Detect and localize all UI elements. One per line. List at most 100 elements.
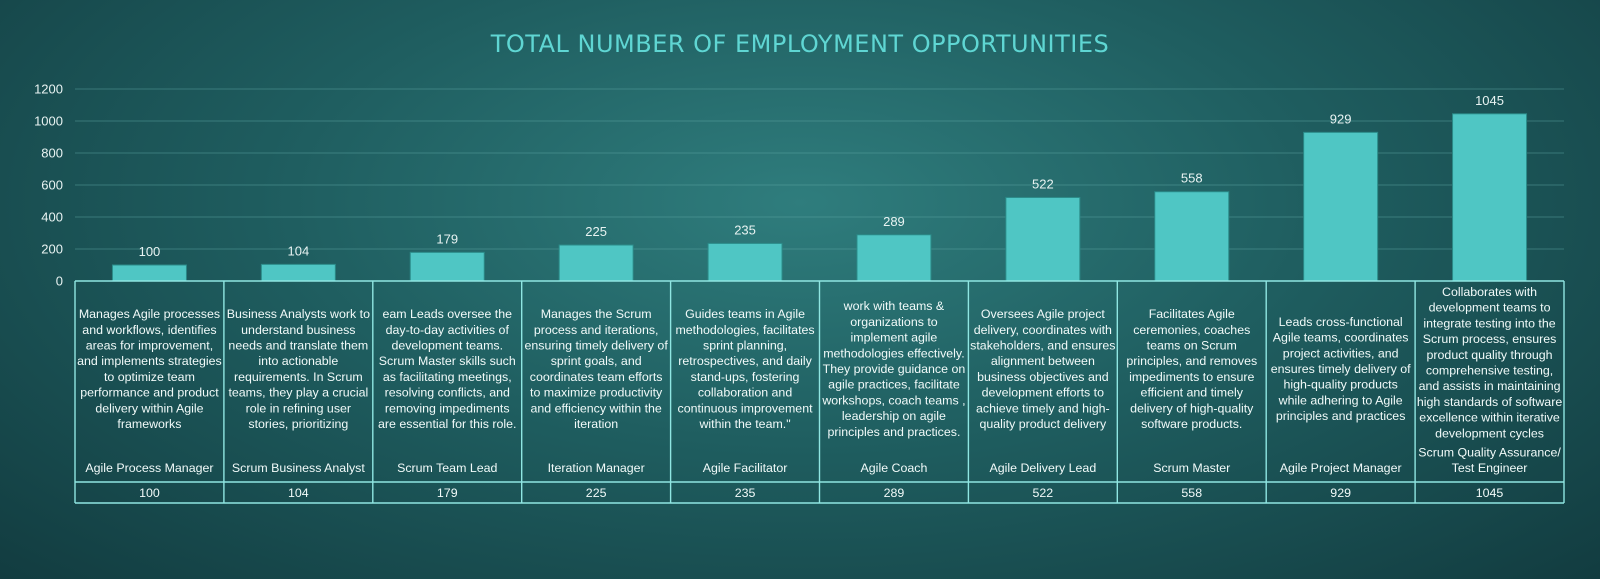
category-description-line: Manages Agile processes xyxy=(79,307,220,321)
bar xyxy=(1452,113,1528,282)
y-tick-label: 400 xyxy=(41,210,63,225)
category-description-line: development teams to xyxy=(1429,301,1551,315)
category-description-line: requirements. In Scrum xyxy=(234,370,363,384)
y-tick-label: 1200 xyxy=(34,82,63,97)
table-value: 558 xyxy=(1181,486,1202,500)
category-description: Oversees Agile project delivery, coordina… xyxy=(970,307,1115,431)
category-description-line: Manages the Scrum xyxy=(541,307,652,321)
category-label-line: Scrum Team Lead xyxy=(397,461,497,475)
category-description-line: ceremonies, coaches xyxy=(1133,323,1250,337)
category-description-line: development teams. xyxy=(391,338,503,352)
category-description-line: They provide guidance on xyxy=(823,362,966,376)
bar xyxy=(1303,131,1379,282)
category-description-line: needs and translate them xyxy=(228,338,368,352)
category-description-line: software products. xyxy=(1141,417,1242,431)
category-description-line: alignment between xyxy=(991,354,1095,368)
category-description-line: principles and practices. xyxy=(827,425,960,439)
category-description: Manages the Scrum process and iterations,… xyxy=(525,307,669,431)
category-description-line: stories, prioritizing xyxy=(248,417,348,431)
bar xyxy=(409,251,485,282)
table-value: 522 xyxy=(1033,486,1054,500)
bar xyxy=(1005,196,1081,282)
category-description: eam Leads oversee the day-to-day activiti… xyxy=(378,307,516,431)
category-description-line: retrospectives, and daily xyxy=(678,354,812,368)
table-value: 225 xyxy=(586,486,607,500)
category-description-line: organizations to xyxy=(850,315,938,329)
category-description-line: methodologies, facilitates xyxy=(675,323,814,337)
category-description-line: delivery within Agile xyxy=(95,401,203,415)
category-description-line: Scrum Master skills such xyxy=(379,354,516,368)
category-description-line: integrate testing into the xyxy=(1423,316,1555,330)
category-description-line: implement agile xyxy=(851,331,938,345)
category-label: Scrum Business Analyst xyxy=(232,461,365,475)
category-description-line: Collaborates with xyxy=(1442,285,1537,299)
data-label: 100 xyxy=(139,244,161,259)
category-label: Scrum Master xyxy=(1153,461,1230,475)
data-label: 104 xyxy=(287,243,309,258)
category-description-line: sprint goals, and xyxy=(551,354,642,368)
category-description-line: as facilitating meetings, xyxy=(383,370,512,384)
category-label: Agile Coach xyxy=(861,461,928,475)
table-value: 235 xyxy=(735,486,756,500)
category-description-line: understand business xyxy=(241,323,355,337)
category-label: Agile Process Manager xyxy=(85,461,213,475)
category-description-line: excellence within iterative xyxy=(1419,411,1560,425)
category-description-line: teams, they play a crucial xyxy=(228,386,368,400)
category-description-line: within the team." xyxy=(698,417,790,431)
category-label-line: Agile Process Manager xyxy=(85,461,213,475)
y-tick-label: 800 xyxy=(41,146,63,161)
category-label-line: Agile Coach xyxy=(861,461,928,475)
data-labels: 100 104 179 225 235 289 522 558 929 1045 xyxy=(139,93,1504,259)
table-value: 289 xyxy=(884,486,905,500)
table-value: 100 xyxy=(139,486,160,500)
category-description-line: Scrum process, ensures xyxy=(1423,332,1557,346)
category-description: Facilitates Agile ceremonies, coaches team… xyxy=(1126,307,1257,431)
category-description-line: comprehensive testing, xyxy=(1426,364,1553,378)
data-label: 235 xyxy=(734,222,756,237)
chart-title: TOTAL NUMBER OF EMPLOYMENT OPPORTUNITIES xyxy=(490,30,1110,58)
category-description-line: stakeholders, and ensures xyxy=(970,338,1115,352)
category-description: Business Analysts work to understand busi… xyxy=(227,307,370,431)
category-description-line: collaboration and xyxy=(698,386,792,400)
y-axis-ticks: 0 200 400 600 800 1000 1200 xyxy=(34,82,63,289)
category-description-line: development efforts to xyxy=(982,386,1104,400)
category-description-line: Agile teams, coordinates xyxy=(1273,331,1409,345)
data-table: Agile Process Manager Manages Agile proce… xyxy=(74,280,1565,504)
category-description-line: and efficiency within the xyxy=(530,401,661,415)
category-label: Agile Project Manager xyxy=(1280,461,1402,475)
data-label: 1045 xyxy=(1475,93,1504,108)
category-description-line: process and iterations, xyxy=(534,323,659,337)
category-description-line: to optimize team xyxy=(104,370,195,384)
category-description-line: into actionable xyxy=(258,354,338,368)
data-label: 179 xyxy=(436,231,458,246)
category-description-line: and assists in maintaining xyxy=(1419,379,1561,393)
category-description-line: business objectives and xyxy=(977,370,1109,384)
data-label: 929 xyxy=(1330,111,1352,126)
data-label: 289 xyxy=(883,214,905,229)
category-description-line: and workflows, identifies xyxy=(82,323,216,337)
category-label-line: Scrum Master xyxy=(1153,461,1230,475)
category-description: work with teams & organizations to impleme… xyxy=(821,299,965,439)
category-description-line: are essential for this role. xyxy=(378,417,516,431)
y-tick-label: 600 xyxy=(41,178,63,193)
bar xyxy=(111,264,187,282)
category-description-line: to maximize productivity xyxy=(530,386,663,400)
category-description: Leads cross-functional Agile teams, coord… xyxy=(1271,315,1411,423)
table-value: 1045 xyxy=(1476,486,1504,500)
category-description-line: high-quality products xyxy=(1283,378,1397,392)
category-description-line: performance and product xyxy=(80,386,219,400)
category-description-line: day-to-day activities of xyxy=(386,323,510,337)
category-description-line: role in refining user xyxy=(246,401,351,415)
category-description-line: removing impediments xyxy=(385,401,510,415)
category-description-line: principles and practices xyxy=(1276,409,1405,423)
category-description-line: impediments to ensure xyxy=(1129,370,1254,384)
category-description-line: agile practices, facilitate xyxy=(828,378,960,392)
category-description-line: project activities, and xyxy=(1283,346,1399,360)
data-label: 225 xyxy=(585,224,607,239)
data-label: 522 xyxy=(1032,176,1054,191)
category-description: Manages Agile processes and workflows, id… xyxy=(77,307,222,431)
y-tick-label: 1000 xyxy=(34,114,63,129)
category-description-line: Leads cross-functional xyxy=(1279,315,1403,329)
category-description-line: Facilitates Agile xyxy=(1149,307,1235,321)
category-label: Agile Facilitator xyxy=(703,461,788,475)
